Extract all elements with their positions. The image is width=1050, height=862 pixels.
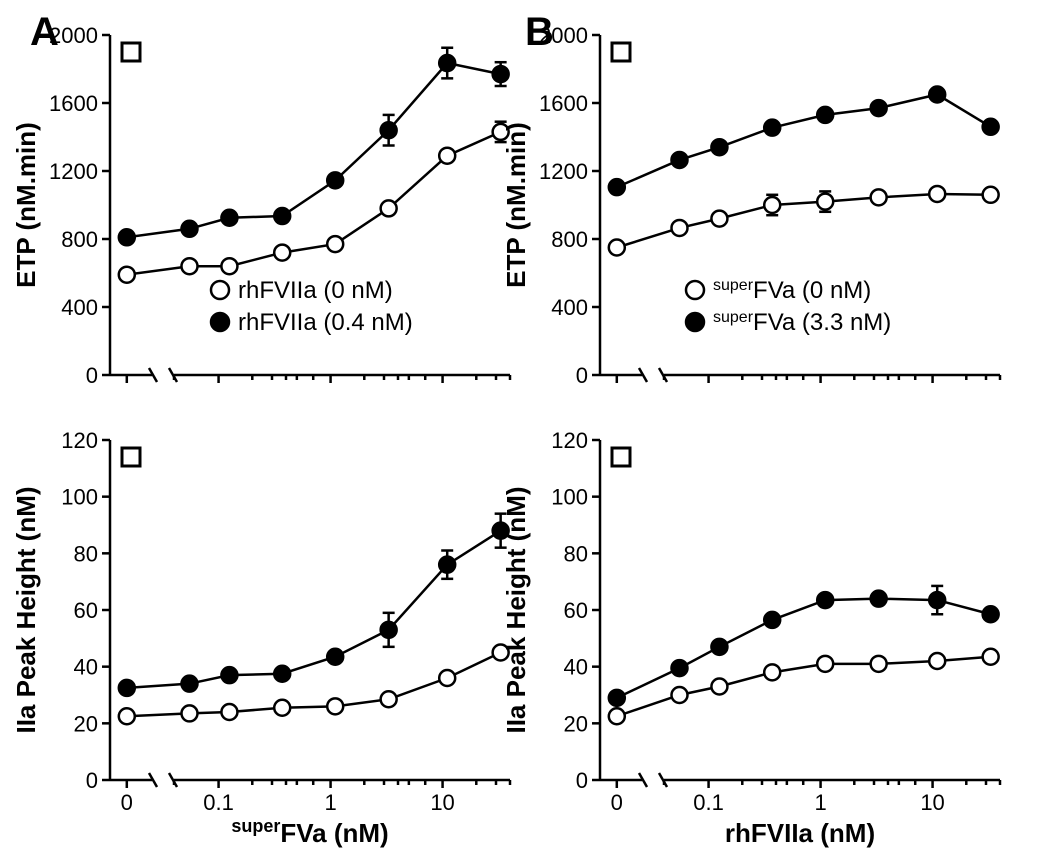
svg-text:800: 800 [61,227,98,252]
svg-text:800: 800 [551,227,588,252]
svg-text:60: 60 [564,598,588,623]
svg-text:10: 10 [920,790,944,815]
svg-text:80: 80 [74,541,98,566]
svg-text:0: 0 [611,790,623,815]
svg-text:120: 120 [61,428,98,453]
svg-text:IIa Peak Height (nM): IIa Peak Height (nM) [501,486,531,733]
svg-text:40: 40 [74,655,98,680]
svg-text:1200: 1200 [539,159,588,184]
svg-text:superFVa (3.3 nM): superFVa (3.3 nM) [713,309,891,337]
svg-text:rhFVIIa (0.4 nM): rhFVIIa (0.4 nM) [238,309,413,336]
svg-text:B: B [525,10,554,54]
svg-text:IIa Peak Height (nM): IIa Peak Height (nM) [11,486,41,733]
svg-text:0.1: 0.1 [203,790,234,815]
svg-text:rhFVIIa (0 nM): rhFVIIa (0 nM) [238,277,393,304]
svg-text:ETP (nM.min): ETP (nM.min) [11,122,41,288]
svg-text:1: 1 [814,790,826,815]
svg-text:400: 400 [551,295,588,320]
svg-text:1600: 1600 [49,91,98,116]
svg-text:A: A [30,10,59,54]
svg-text:0: 0 [576,768,588,793]
svg-text:20: 20 [564,711,588,736]
figure-svg: 040080012001600200002040608010012000.111… [0,0,1050,862]
svg-text:superFVa (nM): superFVa (nM) [231,816,388,848]
svg-text:120: 120 [551,428,588,453]
svg-text:80: 80 [564,541,588,566]
svg-text:60: 60 [74,598,98,623]
svg-text:superFVa (0 nM): superFVa (0 nM) [713,277,871,305]
svg-text:20: 20 [74,711,98,736]
svg-text:1200: 1200 [49,159,98,184]
svg-text:0: 0 [86,363,98,388]
figure-container: 040080012001600200002040608010012000.111… [0,0,1050,862]
svg-text:0: 0 [121,790,133,815]
svg-text:100: 100 [61,485,98,510]
svg-text:0: 0 [576,363,588,388]
svg-text:10: 10 [430,790,454,815]
svg-text:rhFVIIa (nM): rhFVIIa (nM) [725,818,875,848]
svg-text:ETP (nM.min): ETP (nM.min) [501,122,531,288]
svg-text:1600: 1600 [539,91,588,116]
svg-text:0.1: 0.1 [693,790,724,815]
svg-text:40: 40 [564,655,588,680]
svg-text:400: 400 [61,295,98,320]
svg-text:100: 100 [551,485,588,510]
svg-text:1: 1 [324,790,336,815]
svg-text:0: 0 [86,768,98,793]
